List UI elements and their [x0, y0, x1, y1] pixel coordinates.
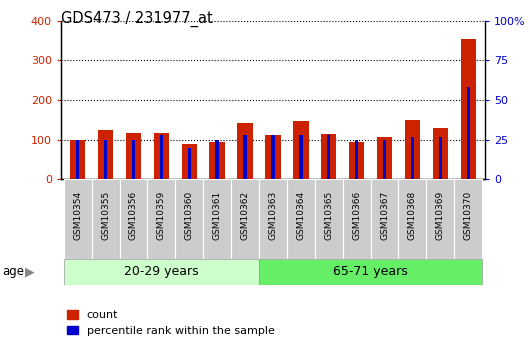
- Bar: [209, 142, 225, 179]
- Bar: [132, 140, 135, 179]
- Text: GSM10367: GSM10367: [380, 190, 389, 240]
- Text: GSM10355: GSM10355: [101, 190, 110, 240]
- Bar: [203, 179, 231, 259]
- Text: GSM10366: GSM10366: [352, 190, 361, 240]
- Bar: [92, 179, 120, 259]
- Bar: [399, 179, 426, 259]
- Bar: [377, 137, 392, 179]
- Bar: [454, 179, 482, 259]
- Bar: [64, 179, 92, 259]
- Bar: [147, 179, 175, 259]
- Bar: [120, 179, 147, 259]
- Bar: [432, 128, 448, 179]
- Bar: [411, 137, 414, 179]
- Bar: [327, 135, 330, 179]
- Text: GSM10354: GSM10354: [73, 190, 82, 240]
- Bar: [439, 137, 442, 179]
- Bar: [355, 140, 358, 179]
- Bar: [160, 135, 163, 179]
- Bar: [182, 144, 197, 179]
- Text: GSM10361: GSM10361: [213, 190, 222, 240]
- Bar: [98, 130, 113, 179]
- Bar: [461, 39, 476, 179]
- Text: GSM10365: GSM10365: [324, 190, 333, 240]
- Bar: [315, 179, 343, 259]
- Text: GSM10363: GSM10363: [269, 190, 277, 240]
- Text: GSM10368: GSM10368: [408, 190, 417, 240]
- Bar: [266, 135, 280, 179]
- Bar: [287, 179, 315, 259]
- Bar: [243, 135, 247, 179]
- Bar: [259, 259, 482, 285]
- Bar: [321, 134, 337, 179]
- Text: GDS473 / 231977_at: GDS473 / 231977_at: [61, 10, 213, 27]
- Text: 20-29 years: 20-29 years: [124, 265, 199, 278]
- Bar: [466, 87, 470, 179]
- Bar: [349, 142, 364, 179]
- Text: GSM10359: GSM10359: [157, 190, 166, 240]
- Bar: [343, 179, 370, 259]
- Bar: [383, 140, 386, 179]
- Text: GSM10364: GSM10364: [296, 190, 305, 240]
- Bar: [299, 135, 303, 179]
- Text: GSM10362: GSM10362: [241, 190, 250, 240]
- Bar: [231, 179, 259, 259]
- Bar: [426, 179, 454, 259]
- Bar: [126, 132, 141, 179]
- Bar: [216, 140, 219, 179]
- Legend: count, percentile rank within the sample: count, percentile rank within the sample: [66, 310, 275, 336]
- Text: age: age: [3, 265, 25, 278]
- Text: GSM10356: GSM10356: [129, 190, 138, 240]
- Bar: [76, 140, 80, 179]
- Bar: [370, 179, 399, 259]
- Text: GSM10369: GSM10369: [436, 190, 445, 240]
- Bar: [405, 120, 420, 179]
- Text: 65-71 years: 65-71 years: [333, 265, 408, 278]
- Bar: [64, 259, 259, 285]
- Text: GSM10360: GSM10360: [185, 190, 194, 240]
- Text: GSM10370: GSM10370: [464, 190, 473, 240]
- Bar: [188, 148, 191, 179]
- Bar: [175, 179, 203, 259]
- Bar: [237, 123, 253, 179]
- Text: ▶: ▶: [25, 265, 35, 278]
- Bar: [154, 132, 169, 179]
- Bar: [259, 179, 287, 259]
- Bar: [104, 140, 107, 179]
- Bar: [70, 140, 85, 179]
- Bar: [271, 135, 275, 179]
- Bar: [293, 121, 308, 179]
